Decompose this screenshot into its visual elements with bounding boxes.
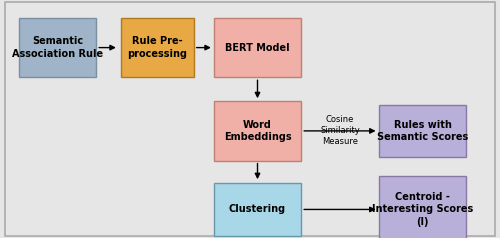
FancyBboxPatch shape (379, 176, 466, 238)
FancyBboxPatch shape (19, 18, 96, 77)
Text: Word
Embeddings: Word Embeddings (224, 120, 292, 142)
Text: Rules with
Semantic Scores: Rules with Semantic Scores (377, 120, 468, 142)
Text: Cosine
Similarity
Measure: Cosine Similarity Measure (320, 115, 360, 147)
Text: BERT Model: BERT Model (225, 43, 290, 53)
FancyBboxPatch shape (214, 18, 301, 77)
FancyBboxPatch shape (214, 183, 301, 236)
Text: Semantic
Association Rule: Semantic Association Rule (12, 36, 103, 59)
Text: Centroid -
Interesting Scores
(I): Centroid - Interesting Scores (I) (372, 192, 473, 227)
Text: Rule Pre-
processing: Rule Pre- processing (128, 36, 188, 59)
Text: Clustering: Clustering (229, 204, 286, 214)
FancyBboxPatch shape (121, 18, 194, 77)
FancyBboxPatch shape (214, 101, 301, 161)
FancyBboxPatch shape (379, 105, 466, 157)
